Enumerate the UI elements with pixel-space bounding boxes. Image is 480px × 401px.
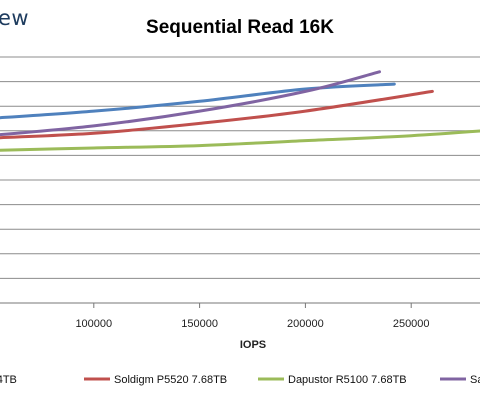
chart-title: Sequential Read 16K — [146, 17, 334, 38]
series-line-0 — [0, 82, 396, 120]
legend-label-1: Soldigm P5520 7.68TB — [114, 374, 227, 386]
brand-logo-text: ew — [0, 6, 30, 30]
series-line-3 — [0, 70, 381, 137]
legend-label-0: 550h 6.4TB — [0, 374, 17, 386]
series-line-2 — [0, 129, 480, 152]
legend-label-2: Dapustor R5100 7.68TB — [288, 374, 407, 386]
series-line-1 — [0, 89, 434, 140]
x-tick-label-3: 200000 — [287, 318, 324, 330]
legend-label-3: Sa — [470, 374, 480, 386]
legend: 550h 6.4TB Soldigm P5520 7.68TB Dapustor R… — [0, 374, 480, 386]
x-axis-label: IOPS — [240, 339, 266, 351]
x-tick-labels: 0100000150000200000250000 — [75, 318, 430, 330]
x-tick-label-2: 150000 — [181, 318, 218, 330]
series-lines — [0, 70, 480, 152]
x-tick-label-1: 100000 — [75, 318, 112, 330]
x-tick-label-4: 250000 — [393, 318, 430, 330]
gridlines — [0, 56, 480, 308]
